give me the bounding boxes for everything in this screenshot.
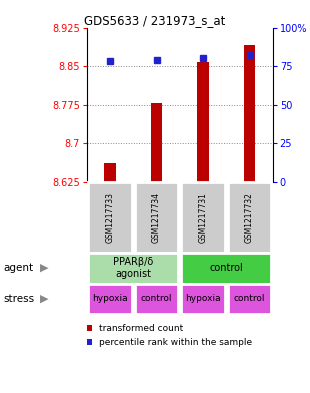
Text: agent: agent: [3, 263, 33, 273]
Text: GSM1217732: GSM1217732: [245, 192, 254, 243]
Bar: [181, 253, 272, 283]
Text: transformed count: transformed count: [99, 325, 183, 333]
Text: control: control: [210, 263, 243, 273]
Text: ▶: ▶: [40, 294, 49, 304]
Bar: [228, 182, 272, 253]
Bar: [135, 182, 179, 253]
Text: GSM1217734: GSM1217734: [152, 192, 161, 243]
Text: GDS5633 / 231973_s_at: GDS5633 / 231973_s_at: [84, 14, 226, 27]
Bar: [135, 283, 179, 314]
Bar: [181, 283, 225, 314]
Bar: [151, 103, 162, 182]
Text: hypoxia: hypoxia: [185, 294, 221, 303]
Text: control: control: [141, 294, 172, 303]
Bar: [88, 182, 132, 253]
Text: ▶: ▶: [40, 263, 49, 273]
Text: control: control: [234, 294, 265, 303]
Bar: [88, 253, 179, 283]
Text: stress: stress: [3, 294, 34, 304]
Bar: [197, 62, 209, 182]
Bar: [244, 44, 255, 182]
Text: PPARβ/δ
agonist: PPARβ/δ agonist: [113, 257, 153, 279]
Bar: [104, 163, 116, 182]
Bar: [228, 283, 272, 314]
Text: GSM1217731: GSM1217731: [198, 192, 208, 243]
Text: percentile rank within the sample: percentile rank within the sample: [99, 338, 252, 347]
Text: GSM1217733: GSM1217733: [105, 192, 115, 243]
Bar: [88, 283, 132, 314]
Text: hypoxia: hypoxia: [92, 294, 128, 303]
Bar: [181, 182, 225, 253]
